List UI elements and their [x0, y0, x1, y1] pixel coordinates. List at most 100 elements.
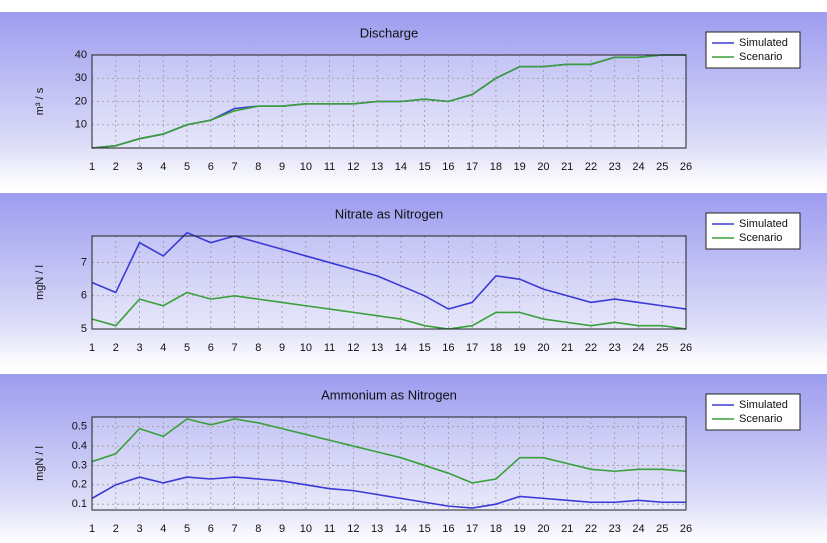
y-tick-label: 6	[81, 290, 87, 302]
x-tick-label: 25	[656, 342, 668, 354]
x-tick-label: 22	[585, 161, 597, 173]
panel-background	[0, 193, 827, 367]
x-tick-label: 7	[231, 523, 237, 535]
x-tick-label: 7	[231, 161, 237, 173]
y-tick-label: 30	[75, 72, 87, 84]
y-tick-label: 0.4	[72, 440, 87, 452]
legend-box	[705, 31, 801, 69]
x-tick-label: 12	[347, 523, 359, 535]
x-tick-label: 16	[442, 161, 454, 173]
chart-title: Discharge	[360, 25, 419, 40]
x-tick-label: 20	[537, 161, 549, 173]
plot-border	[91, 235, 687, 330]
x-tick-label: 18	[490, 523, 502, 535]
x-tick-label: 10	[300, 161, 312, 173]
legend-label: Simulated	[739, 218, 788, 230]
x-tick-label: 26	[680, 161, 692, 173]
series-line	[91, 476, 686, 509]
x-tick-label: 15	[419, 523, 431, 535]
panel-background	[0, 374, 827, 543]
x-tick-label: 1	[89, 161, 95, 173]
x-tick-label: 12	[347, 342, 359, 354]
x-tick-label: 25	[656, 523, 668, 535]
x-tick-label: 13	[371, 342, 383, 354]
y-axis-label: mgN / l	[34, 446, 46, 481]
y-tick-label: 0.1	[72, 498, 87, 510]
series-line	[91, 54, 686, 149]
x-tick-label: 4	[160, 342, 166, 354]
x-tick-label: 8	[255, 161, 261, 173]
y-axis-label: m³ / s	[34, 87, 46, 115]
x-tick-label: 9	[279, 342, 285, 354]
y-tick-label: 7	[81, 256, 87, 268]
x-tick-label: 10	[300, 342, 312, 354]
x-tick-label: 26	[680, 342, 692, 354]
x-tick-label: 4	[160, 523, 166, 535]
y-tick-label: 10	[75, 119, 87, 131]
plot-area	[92, 236, 686, 329]
x-tick-label: 3	[136, 523, 142, 535]
x-tick-label: 1	[89, 342, 95, 354]
x-tick-label: 21	[561, 342, 573, 354]
x-tick-label: 2	[113, 342, 119, 354]
plot-border	[91, 416, 687, 511]
x-tick-label: 7	[231, 342, 237, 354]
x-tick-label: 21	[561, 161, 573, 173]
x-tick-label: 24	[632, 523, 644, 535]
legend-label: Scenario	[739, 232, 782, 244]
x-tick-label: 23	[609, 342, 621, 354]
y-tick-label: 5	[81, 323, 87, 335]
x-tick-label: 2	[113, 161, 119, 173]
x-tick-label: 24	[632, 342, 644, 354]
y-tick-label: 40	[75, 49, 87, 61]
x-tick-label: 22	[585, 342, 597, 354]
legend-box	[705, 393, 801, 431]
legend-label: Simulated	[739, 37, 788, 49]
x-tick-label: 1	[89, 523, 95, 535]
x-tick-label: 10	[300, 523, 312, 535]
x-tick-label: 3	[136, 342, 142, 354]
x-tick-label: 14	[395, 342, 407, 354]
legend-label: Scenario	[739, 413, 782, 425]
x-tick-label: 9	[279, 523, 285, 535]
x-tick-label: 26	[680, 523, 692, 535]
x-tick-label: 14	[395, 161, 407, 173]
x-tick-label: 20	[537, 342, 549, 354]
x-tick-label: 13	[371, 161, 383, 173]
x-tick-label: 22	[585, 523, 597, 535]
x-tick-label: 11	[324, 161, 335, 173]
x-tick-label: 21	[561, 523, 573, 535]
chart-title: Ammonium as Nitrogen	[321, 387, 457, 402]
x-tick-label: 13	[371, 523, 383, 535]
series-line	[91, 418, 687, 484]
x-tick-label: 8	[255, 523, 261, 535]
y-axis-label: mgN / l	[34, 265, 46, 300]
x-tick-label: 5	[184, 523, 190, 535]
x-tick-label: 15	[419, 342, 431, 354]
legend-label: Simulated	[739, 399, 788, 411]
y-tick-label: 0.5	[72, 421, 87, 433]
x-tick-label: 20	[537, 523, 549, 535]
x-tick-label: 18	[490, 342, 502, 354]
x-tick-label: 25	[656, 161, 668, 173]
x-tick-label: 24	[632, 161, 644, 173]
x-tick-label: 6	[208, 523, 214, 535]
x-tick-label: 3	[136, 161, 142, 173]
x-tick-label: 11	[324, 523, 335, 535]
chart-title: Nitrate as Nitrogen	[335, 206, 443, 221]
y-tick-label: 20	[75, 95, 87, 107]
x-tick-label: 23	[609, 523, 621, 535]
x-tick-label: 4	[160, 161, 166, 173]
x-tick-label: 8	[255, 342, 261, 354]
x-tick-label: 6	[208, 161, 214, 173]
x-tick-label: 9	[279, 161, 285, 173]
series-line	[91, 231, 687, 310]
x-tick-label: 17	[466, 342, 478, 354]
x-tick-label: 12	[347, 161, 359, 173]
y-tick-label: 0.2	[72, 479, 87, 491]
y-tick-label: 0.3	[72, 459, 87, 471]
x-tick-label: 23	[609, 161, 621, 173]
